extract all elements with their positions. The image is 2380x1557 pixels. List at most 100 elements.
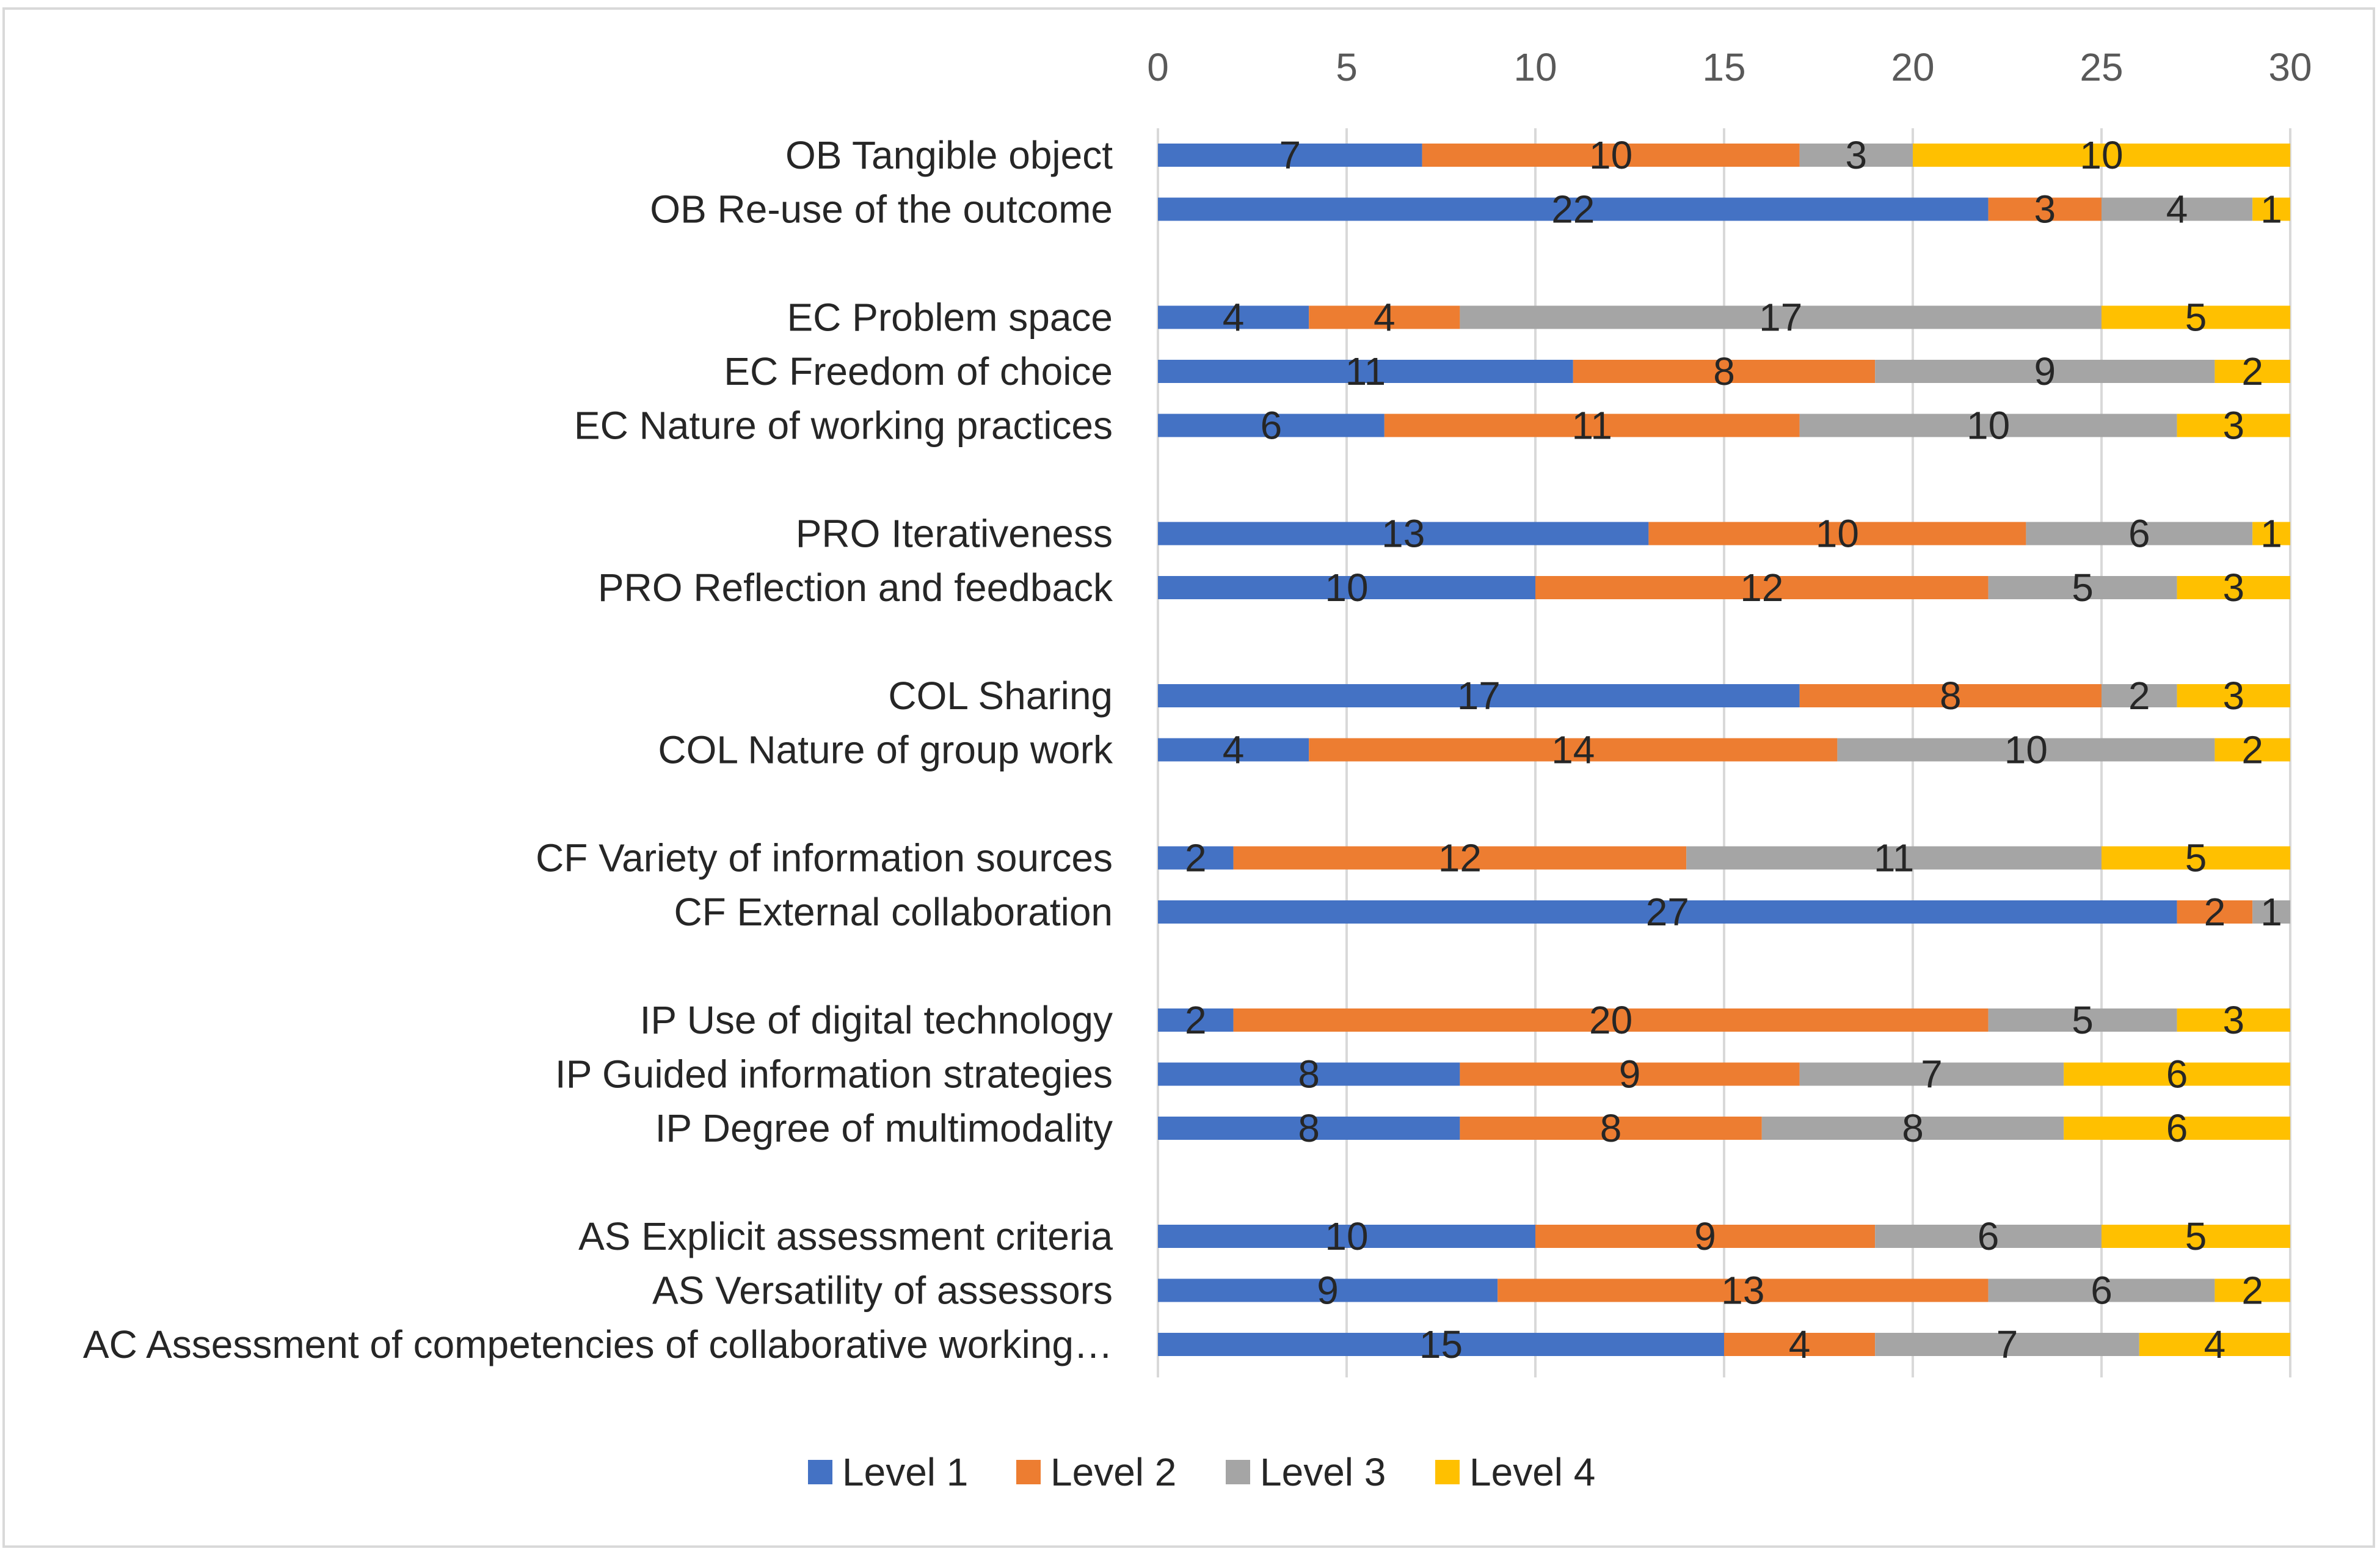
bar-segment <box>1158 576 1535 599</box>
category-label: EC Problem space <box>787 296 1113 340</box>
data-label: 2 <box>2241 1269 2263 1313</box>
data-label: 13 <box>1721 1269 1764 1313</box>
legend: Level 1 Level 2 Level 3 Level 4 <box>808 1450 1595 1494</box>
data-label: 10 <box>1589 133 1632 177</box>
category-labels: OB Tangible object OB Re-use of the outco… <box>83 133 1113 1366</box>
data-label: 13 <box>1381 512 1425 556</box>
x-tick-label: 0 <box>1147 45 1169 89</box>
bar-segment <box>1233 1008 1989 1032</box>
data-label: 4 <box>1374 296 1396 340</box>
data-label: 11 <box>1571 404 1612 448</box>
bar-segment <box>1799 414 2177 437</box>
data-label: 6 <box>2091 1269 2113 1313</box>
data-label: 12 <box>1438 836 1482 880</box>
bar-segment <box>1799 144 1913 167</box>
data-label: 11 <box>1874 836 1914 880</box>
category-label: AC Assessment of competencies of collabo… <box>83 1322 1113 1366</box>
bar-segment <box>1158 522 1649 545</box>
data-label: 5 <box>2185 1214 2207 1258</box>
data-label: 5 <box>2185 296 2207 340</box>
data-label: 17 <box>1759 296 1802 340</box>
bar-segment <box>2177 414 2290 437</box>
data-label: 2 <box>2241 349 2263 393</box>
data-label: 27 <box>1646 890 1689 934</box>
bar-segment <box>1158 1278 1498 1302</box>
bar-segment <box>1988 576 2177 599</box>
bar-segment <box>2177 684 2290 707</box>
bar-segment <box>1724 1333 1876 1356</box>
data-label: 9 <box>1694 1214 1716 1258</box>
data-label: 4 <box>2166 188 2188 232</box>
data-label: 5 <box>2072 998 2094 1042</box>
category-label: AS Explicit assessment criteria <box>578 1214 1113 1258</box>
bar-segment <box>1158 360 1573 383</box>
data-label: 10 <box>1816 512 1859 556</box>
bar-segment <box>1460 1062 1800 1086</box>
data-label: 6 <box>2128 512 2150 556</box>
data-label: 14 <box>1551 728 1595 772</box>
bar-segment <box>1875 360 2215 383</box>
bar-segment <box>1384 414 1800 437</box>
data-label: 4 <box>1223 728 1245 772</box>
bar-segment <box>1158 900 2177 924</box>
legend-swatch <box>1226 1460 1250 1484</box>
category-label: IP Use of digital technology <box>640 998 1113 1042</box>
bar-segment <box>1988 1278 2215 1302</box>
bar-segment <box>1158 1225 1535 1248</box>
bar-segment <box>1158 1062 1460 1086</box>
data-label: 7 <box>1279 133 1301 177</box>
category-label: OB Tangible object <box>785 133 1113 177</box>
bar-segment <box>1913 144 2290 167</box>
category-label: OB Re-use of the outcome <box>650 188 1113 232</box>
data-label: 7 <box>1921 1052 1943 1096</box>
data-label: 6 <box>1978 1214 2000 1258</box>
data-label: 2 <box>1185 998 1207 1042</box>
bar-segment <box>1875 1333 2139 1356</box>
data-label: 1 <box>2260 188 2282 232</box>
legend-label: Level 3 <box>1260 1450 1386 1494</box>
bar-segment <box>1648 522 2026 545</box>
bar-segment <box>1837 738 2215 762</box>
x-tick-label: 20 <box>1891 45 1934 89</box>
bar-segment <box>1875 1225 2102 1248</box>
data-label: 10 <box>2080 133 2123 177</box>
bar-segment <box>1158 846 1234 870</box>
data-label: 20 <box>1589 998 1632 1042</box>
bar-segment <box>2214 738 2290 762</box>
bar-segment <box>2102 305 2290 329</box>
category-label: PRO Reflection and feedback <box>598 566 1113 610</box>
data-label: 8 <box>1940 674 1962 718</box>
bar-segment <box>1158 144 1422 167</box>
bar-segment <box>1535 1225 1876 1248</box>
bar-segment <box>1309 738 1838 762</box>
bar-segment <box>2102 197 2253 221</box>
data-label: 2 <box>2241 728 2263 772</box>
bar-segment <box>2026 522 2253 545</box>
bar-segment <box>1460 1117 1762 1140</box>
data-label: 6 <box>2166 1106 2188 1150</box>
category-label: COL Nature of group work <box>658 728 1113 772</box>
bar-segment <box>1573 360 1876 383</box>
bar-segment <box>2252 522 2290 545</box>
data-label: 10 <box>2004 728 2048 772</box>
bar-segment <box>1158 414 1385 437</box>
category-label: IP Guided information strategies <box>555 1052 1113 1096</box>
bar-segment <box>2102 846 2290 870</box>
data-label: 8 <box>1298 1052 1320 1096</box>
data-label: 10 <box>1325 1214 1368 1258</box>
bar-segment <box>1158 305 1309 329</box>
data-label: 9 <box>1317 1269 1339 1313</box>
bar-segment <box>1799 684 2102 707</box>
bar-segment <box>1535 576 1989 599</box>
category-label: PRO Iterativeness <box>796 512 1113 556</box>
x-axis-ticks: 0 5 10 15 20 25 30 <box>1147 45 2312 89</box>
data-label: 8 <box>1298 1106 1320 1150</box>
data-label: 15 <box>1419 1322 1463 1366</box>
bar-segment <box>2102 684 2177 707</box>
bar-segment <box>1158 1333 1724 1356</box>
legend-label: Level 2 <box>1050 1450 1176 1494</box>
bar-segment <box>2102 1225 2290 1248</box>
bar-segment <box>2177 1008 2290 1032</box>
data-label: 11 <box>1345 349 1386 393</box>
